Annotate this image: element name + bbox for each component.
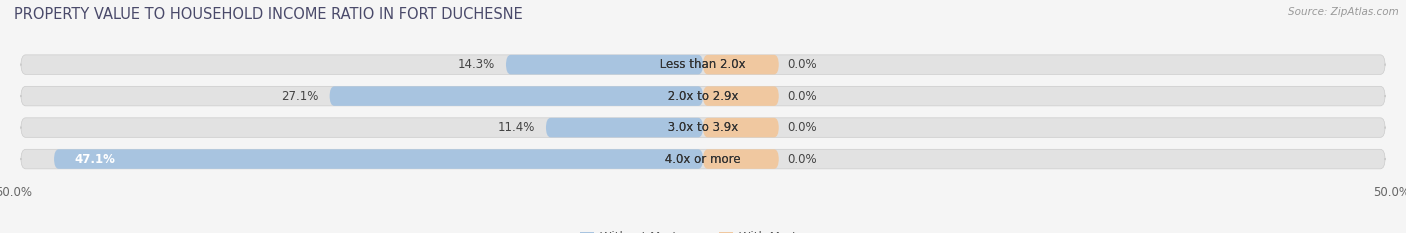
Text: 0.0%: 0.0% bbox=[787, 90, 817, 103]
Text: Source: ZipAtlas.com: Source: ZipAtlas.com bbox=[1288, 7, 1399, 17]
Text: 2.0x to 2.9x: 2.0x to 2.9x bbox=[664, 90, 742, 103]
FancyBboxPatch shape bbox=[703, 118, 779, 137]
Text: 11.4%: 11.4% bbox=[498, 121, 534, 134]
Text: Less than 2.0x: Less than 2.0x bbox=[657, 58, 749, 71]
Text: 3.0x to 3.9x: 3.0x to 3.9x bbox=[664, 121, 742, 134]
Text: 0.0%: 0.0% bbox=[787, 121, 817, 134]
FancyBboxPatch shape bbox=[703, 86, 779, 106]
Text: 4.0x or more: 4.0x or more bbox=[661, 153, 745, 166]
Text: 14.3%: 14.3% bbox=[458, 58, 495, 71]
FancyBboxPatch shape bbox=[21, 86, 1385, 106]
FancyBboxPatch shape bbox=[21, 55, 1385, 74]
FancyBboxPatch shape bbox=[703, 149, 779, 169]
Text: 0.0%: 0.0% bbox=[787, 58, 817, 71]
FancyBboxPatch shape bbox=[506, 55, 703, 74]
Text: PROPERTY VALUE TO HOUSEHOLD INCOME RATIO IN FORT DUCHESNE: PROPERTY VALUE TO HOUSEHOLD INCOME RATIO… bbox=[14, 7, 523, 22]
Text: Less than 2.0x: Less than 2.0x bbox=[657, 58, 749, 71]
Legend: Without Mortgage, With Mortgage: Without Mortgage, With Mortgage bbox=[575, 226, 831, 233]
FancyBboxPatch shape bbox=[703, 55, 779, 74]
FancyBboxPatch shape bbox=[21, 118, 1385, 137]
FancyBboxPatch shape bbox=[546, 118, 703, 137]
FancyBboxPatch shape bbox=[53, 149, 703, 169]
Text: 4.0x or more: 4.0x or more bbox=[661, 153, 745, 166]
Text: 3.0x to 3.9x: 3.0x to 3.9x bbox=[664, 121, 742, 134]
Text: 2.0x to 2.9x: 2.0x to 2.9x bbox=[664, 90, 742, 103]
FancyBboxPatch shape bbox=[329, 86, 703, 106]
FancyBboxPatch shape bbox=[21, 149, 1385, 169]
Text: 27.1%: 27.1% bbox=[281, 90, 319, 103]
Text: 0.0%: 0.0% bbox=[787, 153, 817, 166]
Text: 47.1%: 47.1% bbox=[75, 153, 115, 166]
